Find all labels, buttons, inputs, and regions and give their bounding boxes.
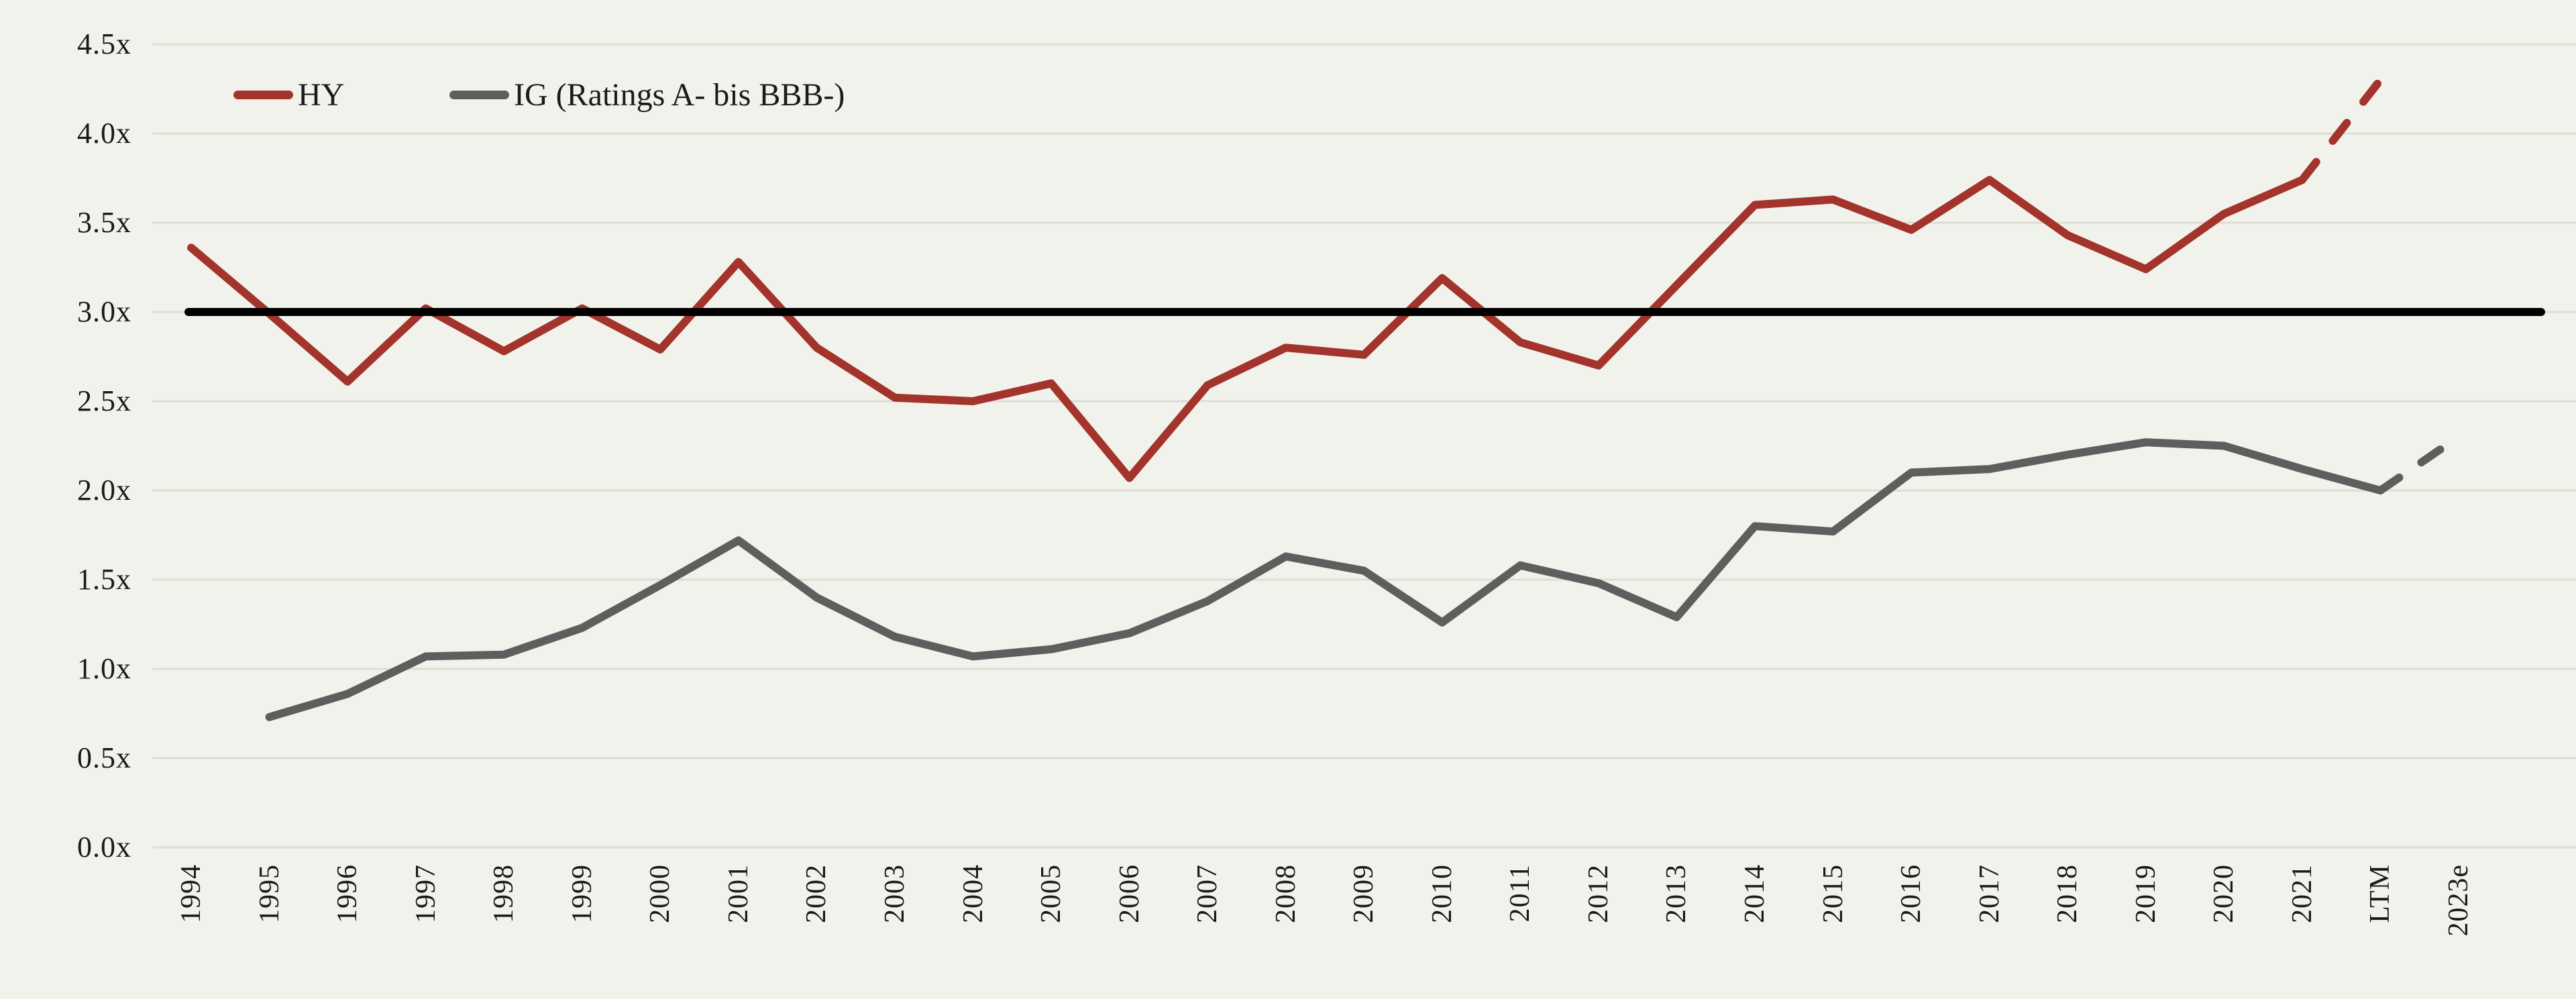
legend-swatch-hy — [233, 90, 293, 99]
y-axis-label: 2.5x — [77, 384, 131, 417]
y-axis-label: 4.5x — [77, 28, 131, 60]
x-axis-label: 2011 — [1505, 864, 1536, 923]
x-axis-label: 2004 — [957, 864, 989, 923]
x-axis-label: LTM — [2365, 864, 2396, 923]
y-axis-label: 1.0x — [77, 652, 131, 685]
x-axis-label: 1994 — [176, 864, 207, 923]
x-axis-label: 2020 — [2208, 864, 2240, 923]
x-axis-label: 2008 — [1270, 864, 1301, 923]
x-axis-label: 2005 — [1036, 864, 1067, 923]
x-axis-label: 1997 — [410, 864, 441, 923]
legend-item-hy: HY — [233, 75, 344, 114]
x-axis-label: 2010 — [1426, 864, 1458, 923]
y-axis-label: 0.5x — [77, 741, 131, 774]
x-axis-label: 2007 — [1192, 864, 1224, 923]
x-axis-label: 2003 — [879, 864, 910, 923]
x-axis-label: 2000 — [645, 864, 676, 923]
x-axis-label: 2009 — [1348, 864, 1380, 923]
legend-label-hy: HY — [298, 76, 345, 113]
y-axis-label: 1.5x — [77, 563, 131, 596]
y-axis-label: 3.5x — [77, 206, 131, 239]
x-axis-label: 2001 — [722, 864, 754, 923]
x-axis-label: 2021 — [2286, 864, 2318, 923]
x-axis-label: 2013 — [1661, 864, 1693, 923]
y-axis-label: 2.0x — [77, 474, 131, 507]
legend-swatch-ig — [449, 90, 509, 99]
x-axis-label: 2012 — [1582, 864, 1614, 923]
legend: HY IG (Ratings A- bis BBB-) — [0, 75, 1140, 114]
legend-label-ig: IG (Ratings A- bis BBB-) — [514, 76, 845, 113]
x-axis-label: 1998 — [488, 864, 520, 923]
x-axis-label: 1999 — [566, 864, 598, 923]
y-axis-label: 3.0x — [77, 295, 131, 328]
x-axis-label: 2002 — [801, 864, 833, 923]
legend-item-ig: IG (Ratings A- bis BBB-) — [449, 75, 845, 114]
x-axis-label: 2023e — [2443, 864, 2474, 937]
x-axis-label: 2016 — [1896, 864, 1927, 923]
x-axis-label: 1995 — [254, 864, 285, 923]
x-axis-label: 2018 — [2052, 864, 2084, 923]
x-axis-label: 2006 — [1114, 864, 1145, 923]
x-axis-label: 2014 — [1739, 864, 1770, 923]
x-axis-label: 2015 — [1817, 864, 1849, 923]
y-axis-label: 4.0x — [77, 117, 131, 150]
x-axis-label: 2019 — [2130, 864, 2161, 923]
x-axis-label: 1996 — [332, 864, 364, 923]
y-axis-label: 0.0x — [77, 831, 131, 863]
x-axis-label: 2017 — [1974, 864, 2005, 923]
